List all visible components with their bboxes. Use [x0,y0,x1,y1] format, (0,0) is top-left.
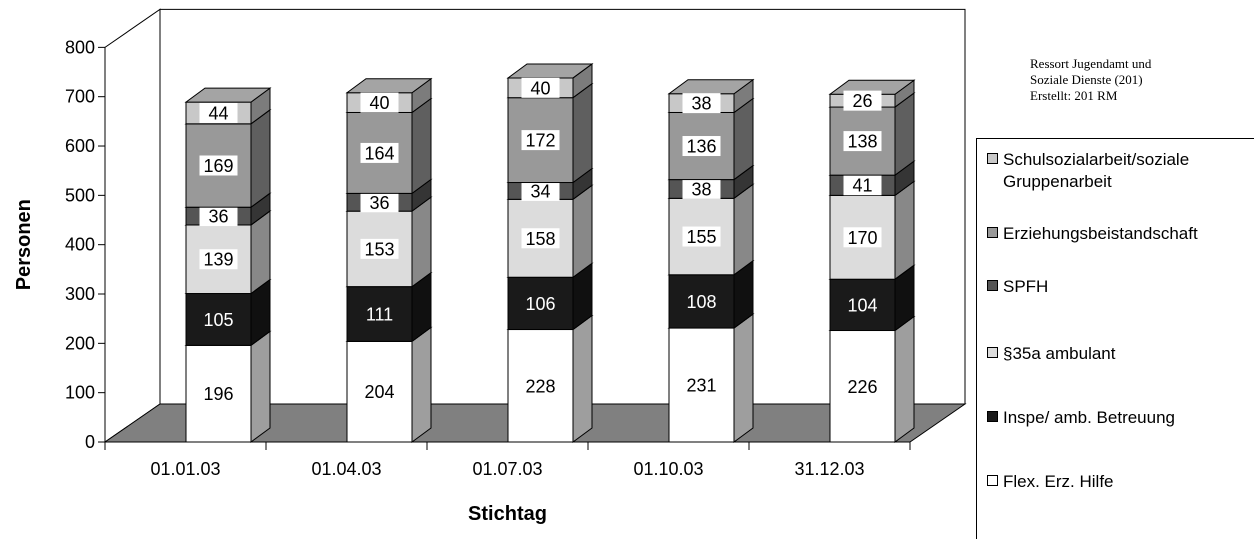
legend-swatch [987,411,998,422]
y-tick-label: 800 [65,37,95,57]
bar-segment-side [573,185,592,277]
data-label: 41 [852,176,872,196]
legend-item: SPFH [987,276,1048,298]
data-label: 228 [525,376,555,396]
x-tick-label: 01.10.03 [633,459,703,479]
chart-legend: Schulsozialarbeit/soziale Gruppenarbeit … [976,138,1254,539]
x-tick-label: 01.07.03 [472,459,542,479]
data-label: 26 [852,91,872,111]
source-note: Ressort Jugendamt und Soziale Dienste (2… [1030,56,1151,104]
legend-swatch [987,153,998,164]
legend-item: Schulsozialarbeit/soziale Gruppenarbeit [987,149,1233,193]
legend-label: Erziehungsbeistandschaft [1003,223,1198,245]
x-tick-label: 01.01.03 [150,459,220,479]
data-label: 170 [847,228,877,248]
y-axis-title: Personen [13,199,35,290]
data-label: 136 [686,137,716,157]
bar-segment-side [251,331,270,442]
y-tick-label: 500 [65,185,95,205]
y-tick-label: 300 [65,284,95,304]
data-label: 34 [530,181,550,201]
data-label: 139 [203,250,233,270]
x-tick-label: 31.12.03 [794,459,864,479]
side-wall [105,9,160,442]
x-tick-label: 01.04.03 [311,459,381,479]
y-tick-label: 100 [65,383,95,403]
data-label: 108 [686,292,716,312]
x-axis-title: Stichtag [468,503,547,525]
data-label: 36 [208,207,228,227]
data-label: 153 [364,239,394,259]
legend-swatch [987,347,998,358]
bar-segment-side [734,184,753,274]
source-note-line: Soziale Dienste (201) [1030,72,1151,88]
data-label: 226 [847,377,877,397]
source-note-line: Erstellt: 201 RM [1030,88,1151,104]
legend-item: §35a ambulant [987,343,1115,365]
legend-label: SPFH [1003,276,1048,298]
y-tick-label: 0 [85,432,95,452]
bar-segment-side [573,84,592,183]
data-label: 172 [525,131,555,151]
bar-segment-side [412,98,431,193]
legend-label: Inspe/ amb. Betreuung [1003,407,1175,429]
y-tick-label: 700 [65,87,95,107]
data-label: 38 [691,94,711,114]
data-label: 196 [203,384,233,404]
data-label: 204 [364,382,394,402]
y-tick-label: 400 [65,235,95,255]
data-label: 44 [208,103,228,123]
bar-segment-side [895,317,914,442]
legend-item: Erziehungsbeistandschaft [987,223,1198,245]
data-label: 106 [525,294,555,314]
data-label: 105 [203,310,233,330]
y-tick-label: 600 [65,136,95,156]
legend-item: Inspe/ amb. Betreuung [987,407,1175,429]
bar-segment-side [734,314,753,442]
legend-item: Flex. Erz. Hilfe [987,471,1114,493]
legend-label: Flex. Erz. Hilfe [1003,471,1114,493]
data-label: 138 [847,132,877,152]
bar-segment-side [412,327,431,442]
data-label: 155 [686,227,716,247]
data-label: 40 [530,78,550,98]
data-label: 231 [686,376,716,396]
bar-segment-side [412,197,431,286]
source-note-line: Ressort Jugendamt und [1030,56,1151,72]
bar-segment-side [251,110,270,207]
data-label: 38 [691,179,711,199]
legend-swatch [987,475,998,486]
data-label: 158 [525,229,555,249]
data-label: 40 [369,93,389,113]
data-label: 36 [369,193,389,213]
legend-swatch [987,280,998,291]
data-label: 169 [203,156,233,176]
legend-label: §35a ambulant [1003,343,1115,365]
legend-label: Schulsozialarbeit/soziale Gruppenarbeit [1003,149,1233,193]
y-tick-label: 200 [65,333,95,353]
bar-segment-side [895,181,914,279]
data-label: 164 [364,143,394,163]
stacked-bar-chart: 0 100 200 300 400 500 600 700 800 01.01.03 01.04.0… [0,0,970,529]
data-label: 111 [366,304,393,324]
bar-segment-side [573,316,592,442]
legend-swatch [987,227,998,238]
data-label: 104 [847,295,877,315]
